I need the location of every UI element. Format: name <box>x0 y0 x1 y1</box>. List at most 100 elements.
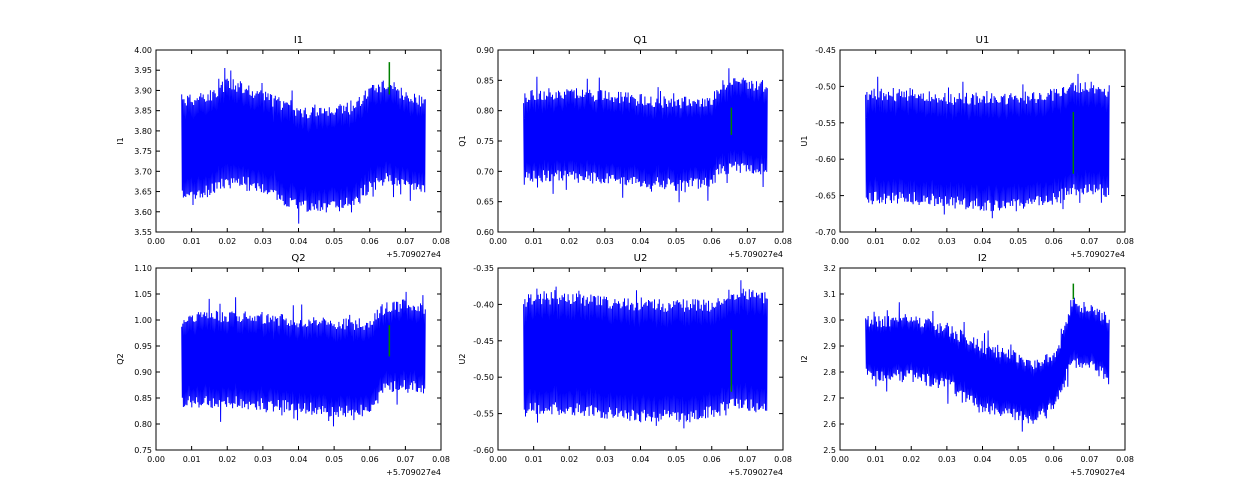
series-line-q2 <box>181 291 426 427</box>
x-tick-label: 0.07 <box>1080 237 1098 246</box>
y-tick-label: 0.70 <box>476 167 494 176</box>
x-tick-label: 0.07 <box>738 455 756 464</box>
x-tick-label: 0.05 <box>1009 455 1027 464</box>
y-axis-label: Q2 <box>116 353 125 364</box>
x-tick-label: 0.02 <box>218 237 236 246</box>
y-tick-label: -0.60 <box>473 446 494 455</box>
y-tick-label: 2.9 <box>823 342 836 351</box>
x-offset-label: +5.709027e4 <box>1070 468 1125 477</box>
x-tick-label: 0.01 <box>867 455 885 464</box>
x-tick-label: 0.04 <box>632 237 650 246</box>
x-tick-label: 0.01 <box>525 237 543 246</box>
y-tick-label: 3.65 <box>134 188 152 197</box>
x-tick-label: 0.07 <box>396 455 414 464</box>
x-tick-label: 0.06 <box>703 455 721 464</box>
x-tick-label: 0.06 <box>1045 237 1063 246</box>
x-tick-label: 0.05 <box>325 237 343 246</box>
y-tick-label: 1.00 <box>134 316 152 325</box>
y-tick-label: 2.6 <box>823 420 836 429</box>
y-tick-label: 0.75 <box>476 137 494 146</box>
y-tick-label: 0.85 <box>134 394 152 403</box>
x-offset-label: +5.709027e4 <box>386 250 441 259</box>
y-tick-label: 0.90 <box>476 46 494 55</box>
x-tick-label: 0.02 <box>560 237 578 246</box>
x-tick-label: 0.02 <box>218 455 236 464</box>
y-tick-label: -0.45 <box>473 337 494 346</box>
x-tick-label: 0.03 <box>254 455 272 464</box>
x-tick-label: 0.04 <box>632 455 650 464</box>
y-tick-label: 3.1 <box>823 290 836 299</box>
x-tick-label: 0.04 <box>290 455 308 464</box>
subplot-i1: 0.00 0.01 0.02 0.03 0.04 0.05 0.06 0.07 0.08 3.55… <box>116 35 450 259</box>
y-tick-label: 2.5 <box>823 446 836 455</box>
y-tick-label: 1.10 <box>134 264 152 273</box>
x-tick-label: 0.03 <box>938 455 956 464</box>
x-tick-label: 0.00 <box>489 455 507 464</box>
y-tick-label: 4.00 <box>134 46 152 55</box>
series-line-i1 <box>181 67 426 224</box>
x-tick-label: 0.08 <box>774 455 792 464</box>
x-tick-label: 0.07 <box>738 237 756 246</box>
x-tick-label: 0.03 <box>254 237 272 246</box>
y-tick-label: -0.45 <box>815 46 836 55</box>
x-tick-label: 0.08 <box>1116 455 1134 464</box>
y-tick-label: 2.7 <box>823 394 836 403</box>
y-tick-label: 3.80 <box>134 127 152 136</box>
y-tick-label: -0.50 <box>815 82 836 91</box>
x-tick-label: 0.05 <box>1009 237 1027 246</box>
x-offset-label: +5.709027e4 <box>386 468 441 477</box>
x-tick-label: 0.05 <box>667 455 685 464</box>
y-tick-label: -0.65 <box>815 192 836 201</box>
x-tick-label: 0.07 <box>396 237 414 246</box>
y-tick-label: 3.90 <box>134 86 152 95</box>
x-tick-label: 0.02 <box>902 237 920 246</box>
x-tick-label: 0.01 <box>525 455 543 464</box>
subplot-i2: 0.00 0.01 0.02 0.03 0.04 0.05 0.06 0.07 0.08 2.5 2… <box>800 253 1134 477</box>
x-tick-label: 0.01 <box>183 455 201 464</box>
x-tick-label: 0.00 <box>831 455 849 464</box>
y-tick-label: 0.80 <box>134 420 152 429</box>
y-tick-label: 0.60 <box>476 228 494 237</box>
y-tick-label: -0.55 <box>815 119 836 128</box>
x-offset-label: +5.709027e4 <box>1070 250 1125 259</box>
x-tick-label: 0.08 <box>432 237 450 246</box>
y-tick-label: 0.90 <box>134 368 152 377</box>
x-tick-label: 0.01 <box>867 237 885 246</box>
y-tick-label: 0.95 <box>134 342 152 351</box>
x-offset-label: +5.709027e4 <box>728 468 783 477</box>
y-tick-label: 0.85 <box>476 76 494 85</box>
x-tick-label: 0.03 <box>938 237 956 246</box>
y-axis-label: I1 <box>116 137 125 144</box>
y-tick-label: 3.70 <box>134 167 152 176</box>
x-tick-label: 0.02 <box>560 455 578 464</box>
x-tick-label: 0.07 <box>1080 455 1098 464</box>
x-tick-label: 0.08 <box>774 237 792 246</box>
y-tick-label: 3.60 <box>134 208 152 217</box>
y-axis-label: I2 <box>800 355 809 362</box>
y-tick-label: -0.60 <box>815 155 836 164</box>
y-tick-label: -0.55 <box>473 410 494 419</box>
y-tick-label: 0.65 <box>476 198 494 207</box>
x-tick-label: 0.05 <box>325 455 343 464</box>
subplot-q1: 0.00 0.01 0.02 0.03 0.04 0.05 0.06 0.07 0.08 0.60… <box>458 35 792 259</box>
subplot-u2: 0.00 0.01 0.02 0.03 0.04 0.05 0.06 0.07 0.08 -0.6… <box>458 253 792 477</box>
x-tick-label: 0.02 <box>902 455 920 464</box>
y-tick-label: -0.35 <box>473 264 494 273</box>
y-tick-label: -0.50 <box>473 373 494 382</box>
y-axis-label: Q1 <box>458 135 467 146</box>
subplot-u1: 0.00 0.01 0.02 0.03 0.04 0.05 0.06 0.07 0.08 -0.7… <box>800 35 1134 259</box>
x-offset-label: +5.709027e4 <box>728 250 783 259</box>
x-tick-label: 0.00 <box>489 237 507 246</box>
x-tick-label: 0.04 <box>974 455 992 464</box>
y-tick-label: 3.55 <box>134 228 152 237</box>
x-tick-label: 0.04 <box>974 237 992 246</box>
x-tick-label: 0.00 <box>147 237 165 246</box>
series-line-q1 <box>523 68 768 203</box>
subplot-title: I1 <box>294 35 303 46</box>
x-tick-label: 0.03 <box>596 455 614 464</box>
x-tick-label: 0.06 <box>361 455 379 464</box>
y-tick-label: 3.95 <box>134 66 152 75</box>
x-tick-label: 0.08 <box>432 455 450 464</box>
x-tick-label: 0.08 <box>1116 237 1134 246</box>
